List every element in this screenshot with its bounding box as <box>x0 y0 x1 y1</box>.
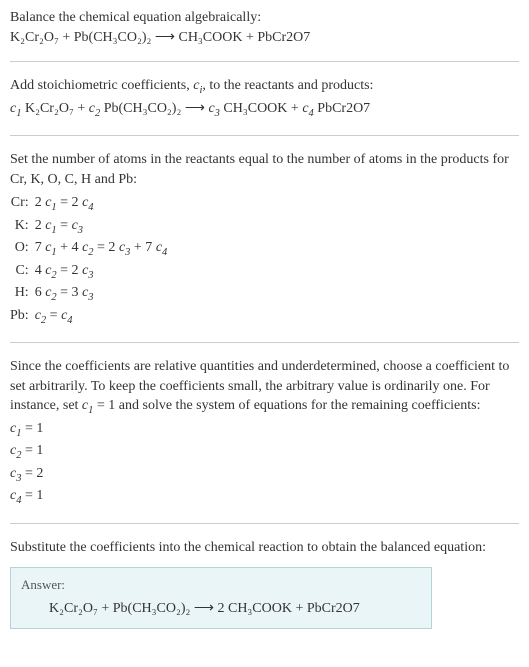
balance-equation: 6 c2 = 3 c3 <box>35 283 174 305</box>
intro-equation: K₂Cr₂O₇ + Pb(CH₃CO₂)₂ ⟶ CH₃COOK + PbCr2O… <box>10 28 519 48</box>
balance-equation: c2 = c4 <box>35 306 174 328</box>
step2-section: Set the number of atoms in the reactants… <box>10 150 519 328</box>
coefficient-list: c1 = 1c2 = 1c3 = 2c4 = 1 <box>10 419 519 509</box>
table-row: O:7 c1 + 4 c2 = 2 c3 + 7 c4 <box>10 238 173 260</box>
step3-section: Since the coefficients are relative quan… <box>10 357 519 509</box>
eq-end: PbCr2O7 <box>314 101 370 116</box>
balance-equation: 2 c1 = c3 <box>35 216 174 238</box>
step4-intro: Substitute the coefficients into the che… <box>10 538 519 558</box>
intro-line: Balance the chemical equation algebraica… <box>10 8 519 28</box>
element-label: Pb: <box>10 306 35 328</box>
table-row: C:4 c2 = 2 c3 <box>10 261 173 283</box>
element-label: O: <box>10 238 35 260</box>
step1-text-b: , to the reactants and products: <box>202 78 373 93</box>
separator <box>10 135 519 136</box>
table-row: H:6 c2 = 3 c3 <box>10 283 173 305</box>
table-row: K:2 c1 = c3 <box>10 216 173 238</box>
step1-equation: c1 K₂Cr₂O₇ + c2 Pb(CH₃CO₂)₂ ⟶ c3 CH₃COOK… <box>10 99 519 121</box>
coefficient-line: c1 = 1 <box>10 419 519 441</box>
element-label: Cr: <box>10 193 35 215</box>
answer-equation: K₂Cr₂O₇ + Pb(CH₃CO₂)₂ ⟶ 2 CH₃COOK + PbCr… <box>21 599 421 619</box>
separator <box>10 61 519 62</box>
step2-intro: Set the number of atoms in the reactants… <box>10 150 519 189</box>
coefficient-line: c2 = 1 <box>10 441 519 463</box>
step1-text-a: Add stoichiometric coefficients, <box>10 78 193 93</box>
element-label: K: <box>10 216 35 238</box>
eq-mid1: K₂Cr₂O₇ + <box>21 101 88 116</box>
answer-label: Answer: <box>21 576 421 594</box>
balance-equation: 4 c2 = 2 c3 <box>35 261 174 283</box>
coefficient-line: c3 = 2 <box>10 464 519 486</box>
answer-box: Answer: K₂Cr₂O₇ + Pb(CH₃CO₂)₂ ⟶ 2 CH₃COO… <box>10 567 432 629</box>
coefficient-line: c4 = 1 <box>10 486 519 508</box>
element-label: C: <box>10 261 35 283</box>
table-row: Pb:c2 = c4 <box>10 306 173 328</box>
element-label: H: <box>10 283 35 305</box>
step1-intro: Add stoichiometric coefficients, ci, to … <box>10 76 519 98</box>
balance-equation: 2 c1 = 2 c4 <box>35 193 174 215</box>
eq-mid2: Pb(CH₃CO₂)₂ ⟶ <box>100 101 208 116</box>
balance-equation: 7 c1 + 4 c2 = 2 c3 + 7 c4 <box>35 238 174 260</box>
separator <box>10 342 519 343</box>
step3-text-b: = 1 and solve the system of equations fo… <box>93 398 480 413</box>
intro-section: Balance the chemical equation algebraica… <box>10 8 519 47</box>
step4-section: Substitute the coefficients into the che… <box>10 538 519 629</box>
table-row: Cr:2 c1 = 2 c4 <box>10 193 173 215</box>
step3-intro: Since the coefficients are relative quan… <box>10 357 519 419</box>
eq-mid3: CH₃COOK + <box>220 101 302 116</box>
atom-balance-table: Cr:2 c1 = 2 c4K:2 c1 = c3O:7 c1 + 4 c2 =… <box>10 193 173 328</box>
step1-section: Add stoichiometric coefficients, ci, to … <box>10 76 519 121</box>
separator <box>10 523 519 524</box>
